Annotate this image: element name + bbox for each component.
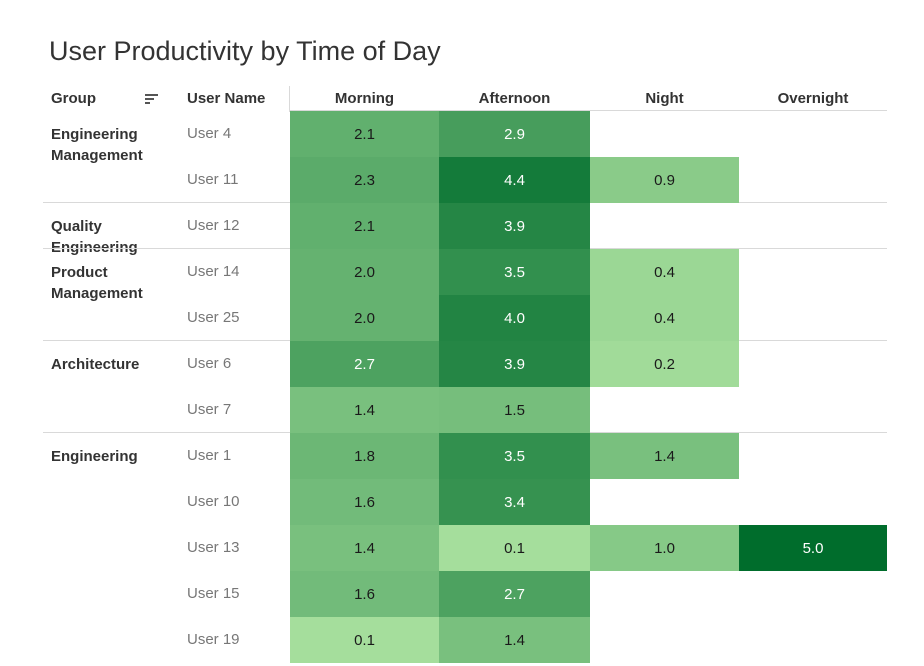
heat-cell[interactable] [590,249,739,295]
heat-cell-label: 3.5 [504,264,525,281]
heat-cell-label: 1.4 [354,402,375,419]
chart-title: User Productivity by Time of Day [49,36,441,66]
heat-cell[interactable] [590,525,739,571]
header-group[interactable]: Group [51,90,96,107]
heat-cell[interactable] [290,479,439,525]
heat-cell[interactable] [439,433,590,479]
heat-cell-label: 0.1 [504,540,525,557]
header-night[interactable]: Night [645,90,684,107]
heat-cell-label: 3.4 [504,494,525,511]
heat-cell-label: 2.0 [354,310,375,327]
heat-cell[interactable] [439,479,590,525]
heat-cell-label: 2.1 [354,126,375,143]
heat-cell[interactable] [439,203,590,249]
heat-cell-label: 1.6 [354,586,375,603]
heat-cell[interactable] [439,571,590,617]
heat-cell-label: 1.4 [654,448,675,465]
heat-cell-label: 2.3 [354,172,375,189]
heat-cell[interactable] [290,433,439,479]
heat-cell-label: 2.7 [504,586,525,603]
user-label-user-15: User 15 [187,585,240,602]
heat-cell-label: 0.2 [654,356,675,373]
header-afternoon[interactable]: Afternoon [478,90,551,107]
header-morning[interactable]: Morning [334,90,395,107]
heat-cell[interactable] [590,341,739,387]
heat-cell[interactable] [290,157,439,203]
heat-cell[interactable] [439,111,590,157]
heat-cell-label: 2.1 [354,218,375,235]
user-label-user-19: User 19 [187,631,240,648]
header-underline [290,110,887,111]
user-label-user-13: User 13 [187,539,240,556]
group-label-product-management: Product Management [51,264,143,302]
sort-icon[interactable] [145,92,159,106]
user-label-user-7: User 7 [187,401,232,418]
heat-cell-label: 5.0 [803,540,824,557]
heat-cell-label: 1.5 [504,402,525,419]
heat-cell-label: 1.0 [654,540,675,557]
heat-cell[interactable] [439,295,590,341]
heat-cell[interactable] [439,387,590,433]
header-overnight[interactable]: Overnight [777,90,849,107]
heat-cell[interactable] [290,571,439,617]
heat-cell[interactable] [290,111,439,157]
user-label-user-14: User 14 [187,263,240,280]
group-label-engineering: Engineering [51,448,138,465]
heat-cell[interactable] [290,295,439,341]
header-divider [289,86,290,112]
user-label-user-25: User 25 [187,309,240,326]
heat-cell-label: 3.5 [504,448,525,465]
heat-cell[interactable] [439,157,590,203]
heat-cell[interactable] [439,249,590,295]
heat-cell[interactable] [290,249,439,295]
header-user-name[interactable]: User Name [187,90,266,107]
user-label-user-11: User 11 [187,171,239,188]
heat-cell-label: 0.9 [654,172,675,189]
heat-cell[interactable] [590,433,739,479]
group-label-engineering-management: Engineering Management [51,126,143,164]
heat-cell-label: 3.9 [504,218,525,235]
heat-cell[interactable] [590,157,739,203]
group-label-architecture: Architecture [51,356,140,373]
heat-cell-label: 0.1 [354,632,375,649]
heat-cell-label: 1.4 [354,540,375,557]
heat-cell-label: 1.8 [354,448,375,465]
heat-cell[interactable] [439,341,590,387]
heat-cell[interactable] [439,525,590,571]
heat-cell-label: 3.9 [504,356,525,373]
heat-cell-label: 2.0 [354,264,375,281]
heat-cell-label: 1.6 [354,494,375,511]
heat-cell[interactable] [290,341,439,387]
heat-cell[interactable] [290,387,439,433]
heat-cell-label: 1.4 [504,632,525,649]
heat-cell-label: 0.4 [654,264,675,281]
heat-cell[interactable] [290,617,439,663]
user-label-user-6: User 6 [187,355,232,372]
heat-cell[interactable] [739,525,887,571]
heat-cell-label: 2.9 [504,126,525,143]
heat-cell[interactable] [590,295,739,341]
heat-cell[interactable] [290,203,439,249]
heat-cell[interactable] [439,617,590,663]
heat-cell-label: 4.4 [504,172,525,189]
user-label-user-12: User 12 [187,217,240,234]
heat-cell-label: 0.4 [654,310,675,327]
heat-cell-label: 2.7 [354,356,375,373]
heat-cell-label: 4.0 [504,310,525,327]
heat-cell[interactable] [290,525,439,571]
user-label-user-10: User 10 [187,493,240,510]
group-label-quality-engineering: Quality Engineering [51,218,138,256]
user-label-user-4: User 4 [187,125,232,142]
user-label-user-1: User 1 [187,447,232,464]
